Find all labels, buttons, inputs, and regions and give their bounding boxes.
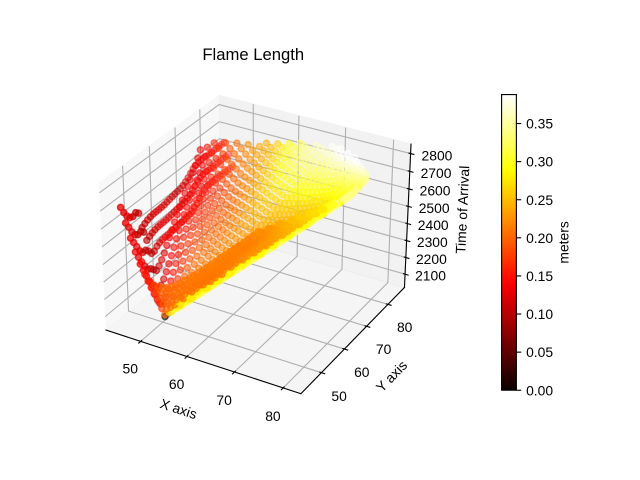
svg-text:70: 70	[376, 341, 392, 357]
svg-text:0.30: 0.30	[526, 154, 553, 170]
svg-text:50: 50	[331, 388, 347, 404]
svg-text:meters: meters	[556, 221, 572, 263]
svg-text:0.35: 0.35	[526, 116, 553, 132]
svg-text:2800: 2800	[422, 147, 453, 163]
svg-text:2500: 2500	[419, 200, 450, 216]
svg-text:0.25: 0.25	[526, 192, 553, 208]
svg-text:60: 60	[354, 364, 370, 380]
svg-text:2700: 2700	[421, 165, 452, 181]
svg-text:0.10: 0.10	[526, 306, 553, 322]
svg-text:60: 60	[169, 376, 185, 392]
svg-text:2600: 2600	[420, 183, 451, 199]
svg-text:50: 50	[123, 360, 139, 376]
svg-text:2300: 2300	[417, 234, 448, 250]
svg-text:80: 80	[397, 319, 413, 335]
svg-text:80: 80	[265, 408, 281, 424]
svg-text:Time of Arrival: Time of Arrival	[452, 165, 472, 254]
svg-text:0.05: 0.05	[526, 344, 553, 360]
svg-text:2200: 2200	[416, 251, 447, 267]
svg-text:70: 70	[216, 392, 232, 408]
svg-text:0.00: 0.00	[526, 382, 553, 398]
svg-text:2100: 2100	[415, 268, 446, 284]
svg-text:Flame Length: Flame Length	[202, 45, 304, 64]
svg-text:0.20: 0.20	[526, 230, 553, 246]
svg-text:0.15: 0.15	[526, 268, 553, 284]
svg-text:2400: 2400	[418, 217, 449, 233]
